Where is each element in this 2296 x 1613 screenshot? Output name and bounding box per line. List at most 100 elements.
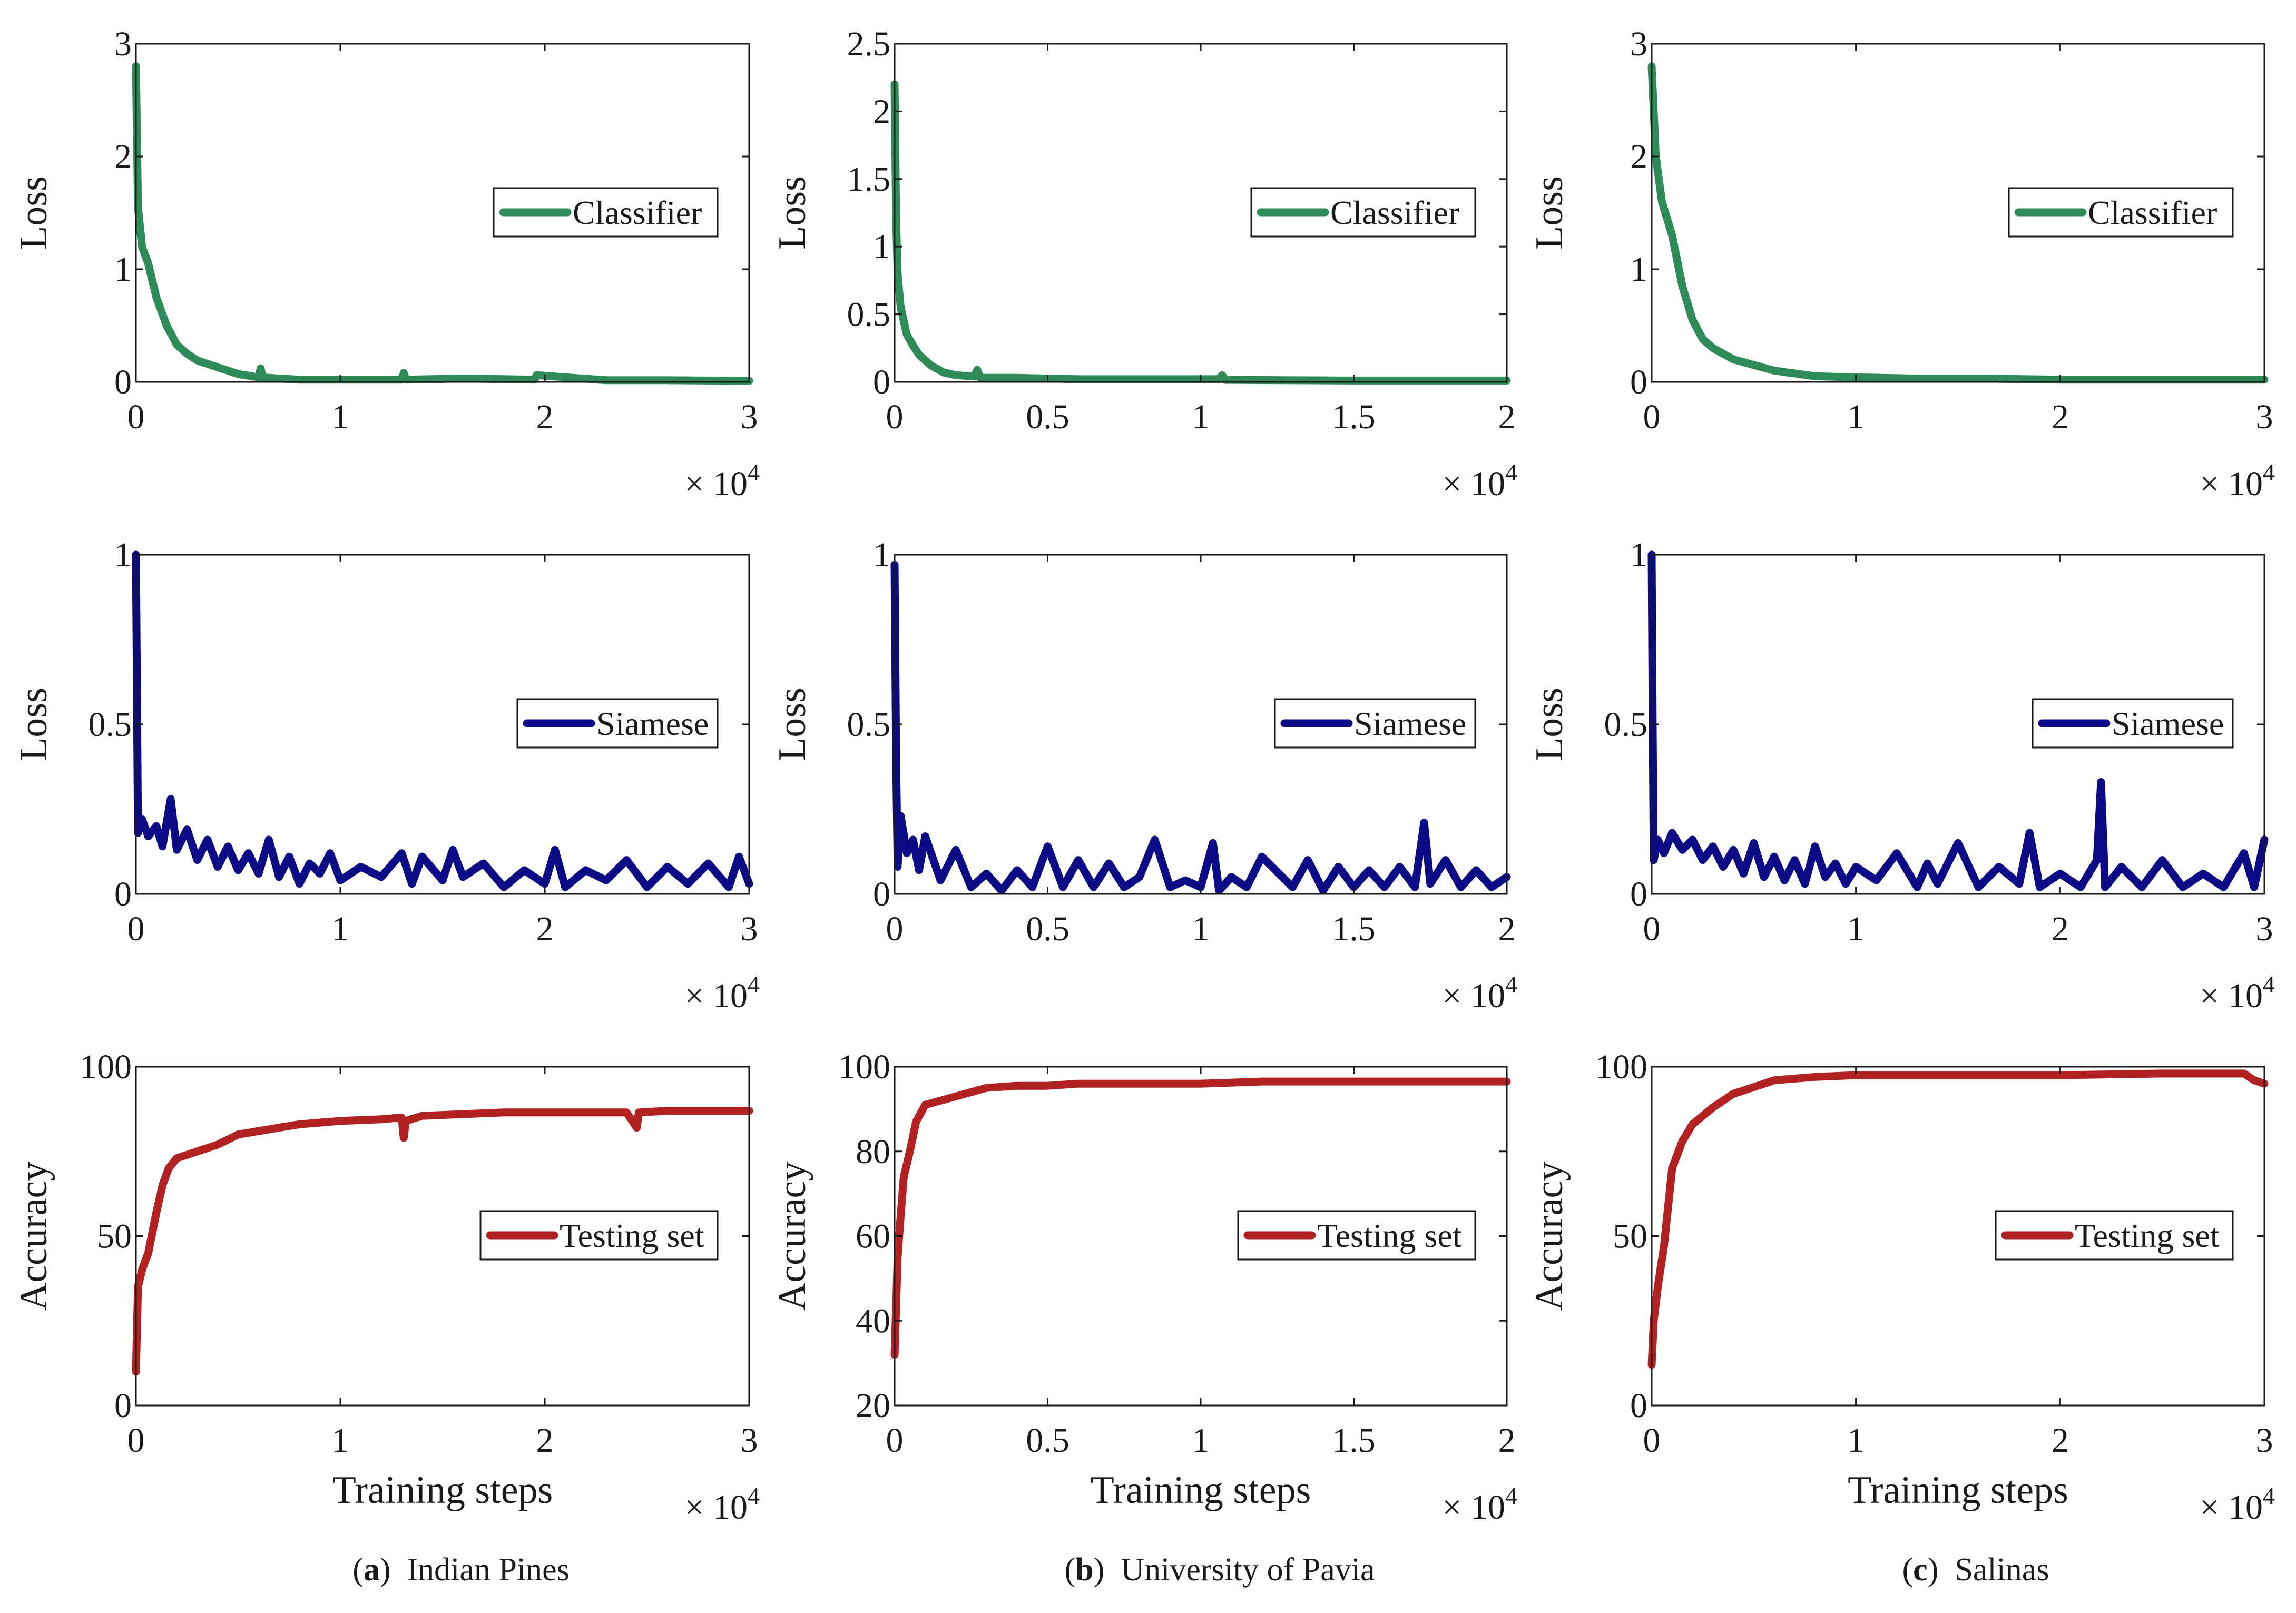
x-tick-label: 0: [1643, 910, 1661, 948]
y-tick-label: 0.5: [847, 705, 891, 744]
series-line-a-siamese: [132, 550, 753, 891]
chart-b-siamese: 0 0.5 1 1.5 2 0 0.5 1 × 104 Loss Siamese: [771, 536, 1517, 1015]
caption-b-text: University of Pavia: [1121, 1552, 1375, 1588]
x-tick-label: 2: [2052, 910, 2069, 948]
axes-box-a-classifier: [135, 43, 750, 383]
x-tick-label: 0.5: [1026, 910, 1069, 948]
caption-b: (b) University of Pavia: [1064, 1552, 1375, 1588]
y-tick-label: 3: [114, 25, 132, 63]
x-tick-label: 1: [332, 910, 349, 948]
y-tick-label: 1: [114, 536, 132, 574]
x-tick-label: 1.5: [1332, 398, 1376, 436]
y-tick-label: 1: [1630, 250, 1647, 289]
series-line-a-classifier: [132, 62, 753, 385]
series-line-b-accuracy: [890, 1077, 1511, 1359]
x-tick-label: 2: [1498, 398, 1516, 436]
x-tick-label: 0: [886, 398, 904, 436]
x-tick-label: 2: [536, 1421, 554, 1460]
y-tick-label: 2: [873, 92, 890, 131]
legend-a-siamese: Siamese: [516, 698, 719, 749]
series-line-c-siamese: [1647, 550, 2269, 891]
series-line-c-accuracy: [1647, 1069, 2269, 1369]
x-tick-label: 1: [1847, 910, 1865, 948]
x-tick-label: 0: [1643, 398, 1661, 436]
x-tick-label: 2: [536, 910, 554, 948]
y-axis-label: Accuracy: [12, 1162, 55, 1311]
chart-c-accuracy: 0 1 2 3 0 50 100 × 104 Accuracy Training steps Tes…: [1528, 1048, 2275, 1527]
chart-a-accuracy: 0 1 2 3 0 50 100 × 104 Accuracy Training steps Tes…: [12, 1048, 760, 1527]
legend-a-classifier: Classifier: [493, 187, 719, 238]
x-tick-label: 2: [2052, 398, 2069, 436]
y-tick-label: 1: [1630, 536, 1647, 574]
chart-a-classifier: 0 1 2 3 0 1 2 3 × 104 Loss Classifier: [12, 25, 760, 503]
x-tick-label: 1: [332, 1421, 349, 1460]
legend-c-siamese: Siamese: [2032, 698, 2234, 749]
chart-c-classifier: 0 1 2 3 0 1 2 3 × 104 Loss Classifier: [1528, 25, 2275, 503]
caption-a-letter: a: [363, 1552, 380, 1588]
x-tick-label: 0.5: [1026, 398, 1069, 436]
x-tick-label: 0: [127, 910, 145, 948]
caption-a-text: Indian Pines: [407, 1552, 570, 1588]
y-tick-label: 3: [1630, 25, 1647, 63]
y-axis-label: Accuracy: [771, 1162, 814, 1311]
chart-b-classifier: 0 0.5 1 1.5 2 0 0.5 1 1.5 2 2.5 × 104 Loss Classifier: [771, 25, 1517, 503]
y-tick-label: 0: [873, 875, 890, 913]
legend-label: Testing set: [560, 1217, 704, 1254]
y-tick-label: 0: [1630, 363, 1647, 401]
chart-c-siamese: 0 1 2 3 0 0.5 1 × 104 Loss Siamese: [1528, 536, 2275, 1015]
x-tick-label: 0.5: [1026, 1421, 1069, 1460]
x-multiplier-label: × 104: [1442, 971, 1517, 1015]
y-tick-label: 2.5: [847, 25, 891, 63]
x-tick-label: 0: [886, 1421, 904, 1460]
y-tick-label: 1.5: [847, 160, 891, 199]
series-line-a-accuracy: [132, 1107, 753, 1376]
caption-a: (a) Indian Pines: [352, 1552, 570, 1588]
x-tick-label: 0: [127, 398, 145, 436]
legend-label: Classifier: [2088, 194, 2217, 231]
x-tick-label: 1: [1192, 1421, 1210, 1460]
x-tick-label: 2: [2052, 1421, 2069, 1460]
y-tick-label: 0: [873, 363, 890, 401]
y-tick-label: 50: [97, 1217, 132, 1256]
x-tick-label: 1: [1192, 398, 1210, 436]
chart-a-siamese: 0 1 2 3 0 0.5 1 × 104 Loss Siamese: [12, 536, 760, 1015]
y-tick-label: 50: [1613, 1217, 1647, 1256]
y-axis-label: Loss: [1528, 687, 1571, 761]
x-axis-label: Training steps: [1848, 1469, 2068, 1512]
y-tick-label: 0.5: [89, 705, 132, 744]
x-tick-label: 1: [1847, 398, 1865, 436]
legend-c-accuracy: Testing set: [1995, 1210, 2234, 1261]
x-tick-label: 1.5: [1332, 1421, 1376, 1460]
y-axis-label: Loss: [1528, 176, 1571, 250]
y-tick-label: 1: [873, 228, 890, 266]
x-tick-label: 0: [127, 1421, 145, 1460]
x-tick-label: 3: [2256, 910, 2273, 948]
x-tick-label: 3: [2256, 398, 2273, 436]
chart-b-accuracy: 0 0.5 1 1.5 2 20 40 60 80 100 × 104 Accuracy Trainin…: [771, 1048, 1517, 1527]
x-multiplier-label: × 104: [2200, 1482, 2275, 1527]
y-tick-label: 0: [114, 363, 132, 401]
x-tick-label: 2: [1498, 1421, 1516, 1460]
x-multiplier-label: × 104: [2200, 459, 2275, 503]
x-tick-label: 0: [1643, 1421, 1661, 1460]
x-multiplier-label: × 104: [684, 971, 760, 1015]
y-axis-label: Accuracy: [1528, 1162, 1571, 1311]
y-tick-label: 0: [1630, 1386, 1647, 1425]
legend-b-siamese: Siamese: [1274, 698, 1476, 749]
y-tick-label: 0: [114, 875, 132, 913]
legend-label: Testing set: [1317, 1217, 1462, 1254]
legend-a-accuracy: Testing set: [479, 1210, 719, 1261]
y-tick-label: 0.5: [847, 296, 891, 334]
caption-b-letter: b: [1075, 1552, 1094, 1588]
caption-c-text: Salinas: [1955, 1552, 2049, 1588]
x-tick-label: 1: [1847, 1421, 1865, 1460]
y-tick-label: 60: [856, 1217, 890, 1256]
x-tick-label: 1: [332, 398, 349, 436]
x-tick-label: 3: [2256, 1421, 2273, 1460]
x-tick-label: 3: [741, 1421, 758, 1460]
y-tick-label: 80: [856, 1133, 890, 1171]
legend-label: Classifier: [1330, 194, 1459, 231]
x-tick-label: 3: [741, 398, 758, 436]
y-tick-label: 40: [856, 1302, 890, 1340]
